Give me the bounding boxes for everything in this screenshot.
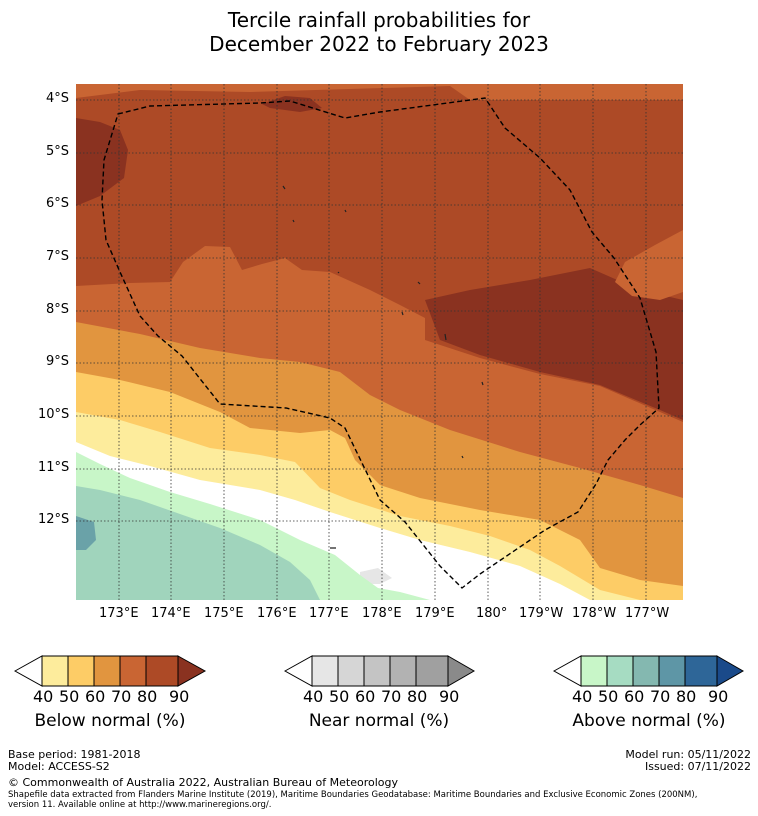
- legend-near-tick-80: 80: [407, 687, 427, 706]
- lat-label-7s: 7°S: [46, 249, 69, 264]
- legend-near-tick-40: 40: [303, 687, 323, 706]
- lon-label-175e: 175°E: [204, 606, 244, 621]
- lon-label-179w: 179°W: [519, 606, 563, 621]
- lon-label-177e: 177°E: [309, 606, 349, 621]
- lon-label-178w: 178°W: [572, 606, 616, 621]
- legend-below-tick-70: 70: [111, 687, 131, 706]
- lat-label-5s: 5°S: [46, 144, 69, 159]
- lon-label-179e: 179°E: [415, 606, 455, 621]
- lon-label-178e: 178°E: [362, 606, 402, 621]
- lon-label-177w: 177°W: [625, 606, 669, 621]
- lon-label-176e: 176°E: [257, 606, 297, 621]
- legend-below-label: Below normal (%): [0, 711, 230, 731]
- legend-below-tick-90: 90: [169, 687, 189, 706]
- legend-above-tick-50: 50: [598, 687, 618, 706]
- legend-below-bar: [15, 656, 205, 686]
- legend-near-label: Near normal (%): [259, 711, 499, 731]
- legend-below-tick-60: 60: [85, 687, 105, 706]
- copyright: © Commonwealth of Australia 2022, Austra…: [8, 777, 398, 789]
- legend-near-bar: [285, 656, 474, 686]
- model-name: Model: ACCESS-S2: [8, 761, 110, 773]
- legend-above-tick-40: 40: [572, 687, 592, 706]
- lat-label-6s: 6°S: [46, 196, 69, 211]
- legend-near-tick-70: 70: [381, 687, 401, 706]
- legend-above-tick-80: 80: [676, 687, 696, 706]
- shapefile-credit-1: Shapefile data extracted from Flanders M…: [8, 790, 697, 800]
- legend-near-tick-90: 90: [439, 687, 459, 706]
- legend-above-bar: [554, 656, 743, 686]
- legend-near-tick-50: 50: [329, 687, 349, 706]
- legend-below-tick-40: 40: [33, 687, 53, 706]
- lat-label-12s: 12°S: [38, 512, 69, 527]
- lat-label-4s: 4°S: [46, 91, 69, 106]
- lat-label-10s: 10°S: [38, 407, 69, 422]
- lon-label-174e: 174°E: [151, 606, 191, 621]
- lat-label-9s: 9°S: [46, 354, 69, 369]
- shapefile-credit-2: version 11. Available online at http://w…: [8, 800, 271, 810]
- legend-above-label: Above normal (%): [529, 711, 758, 731]
- issued-date: Issued: 07/11/2022: [645, 761, 751, 773]
- legend-near-tick-60: 60: [355, 687, 375, 706]
- lat-label-11s: 11°S: [38, 460, 69, 475]
- legend-above-tick-90: 90: [708, 687, 728, 706]
- legend-below-tick-50: 50: [59, 687, 79, 706]
- lon-label-180: 180°: [476, 606, 507, 621]
- lon-label-173e: 173°E: [99, 606, 139, 621]
- legend-above-tick-60: 60: [624, 687, 644, 706]
- legend-above-tick-70: 70: [650, 687, 670, 706]
- lat-label-8s: 8°S: [46, 302, 69, 317]
- legend-below-tick-80: 80: [137, 687, 157, 706]
